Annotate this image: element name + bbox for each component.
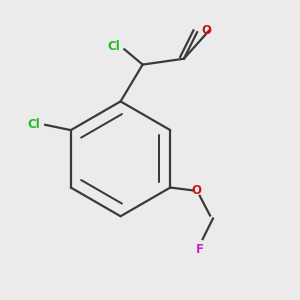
Text: O: O <box>202 24 212 37</box>
Text: Cl: Cl <box>27 118 40 131</box>
Text: Cl: Cl <box>108 40 121 53</box>
Text: O: O <box>192 184 202 197</box>
Text: F: F <box>196 244 204 256</box>
